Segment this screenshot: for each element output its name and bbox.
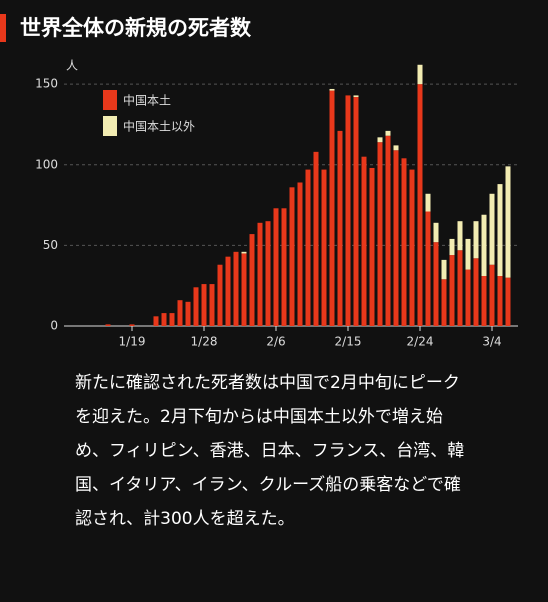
x-tick-label: 2/15 — [335, 335, 362, 349]
bar-segment — [417, 84, 423, 326]
bar-segment — [457, 250, 463, 326]
bar-segment — [241, 251, 247, 254]
bar-segment — [321, 169, 327, 326]
bar-segment — [329, 90, 335, 326]
bar-segment — [441, 279, 447, 326]
bar-segment — [257, 222, 263, 326]
bar-segment — [385, 130, 391, 136]
bar-segment — [313, 151, 319, 326]
bar-segment — [289, 187, 295, 326]
bar-segment — [393, 150, 399, 326]
bar-segment — [497, 184, 503, 277]
legend-label: 中国本土 — [123, 93, 171, 108]
bar-segment — [433, 222, 439, 243]
bar-segment — [153, 316, 159, 326]
bar-segment — [473, 221, 479, 259]
bar-segment — [377, 137, 383, 143]
bar-segment — [105, 324, 111, 326]
chart: 人 0 50 100 150 1/19 1/28 2/6 2/15 2/24 3/4 中国本土中国本… — [35, 59, 518, 349]
x-tick-label: 1/28 — [191, 335, 218, 349]
bar-segment — [273, 208, 279, 326]
bar-segment — [369, 167, 375, 326]
y-axis-label: 人 — [66, 59, 78, 73]
bar-segment — [409, 169, 415, 326]
bar-segment — [465, 269, 471, 326]
bar-segment — [209, 284, 215, 326]
bar-segment — [465, 238, 471, 270]
bar-segment — [489, 264, 495, 326]
bar-segment — [497, 276, 503, 326]
bar-segment — [129, 324, 135, 326]
y-tick-label: 100 — [35, 157, 58, 171]
bar-segment — [481, 214, 487, 277]
bar-segment — [233, 251, 239, 326]
bar-segment — [185, 301, 191, 326]
bar-segment — [225, 256, 231, 326]
bar-segment — [305, 169, 311, 326]
bar-segment — [401, 158, 407, 326]
bar-segment — [177, 300, 183, 326]
bar-segment — [433, 242, 439, 326]
bar-segment — [329, 88, 335, 91]
legend-swatch — [103, 116, 117, 136]
bar-segment — [385, 135, 391, 326]
bar-segment — [473, 258, 479, 326]
bar-segment — [241, 253, 247, 326]
bar-segment — [297, 182, 303, 326]
bar-segment — [353, 97, 359, 327]
bar-segment — [265, 221, 271, 326]
bar-segment — [425, 211, 431, 326]
bar-segment — [361, 156, 367, 326]
bar-segment — [201, 284, 207, 326]
bar-segment — [249, 234, 255, 326]
bar-segment — [353, 95, 359, 98]
bar-segment — [345, 95, 351, 326]
bar-segment — [281, 208, 287, 326]
bar-segment — [505, 277, 511, 326]
x-tick-label: 3/4 — [482, 335, 501, 349]
bar-segment — [337, 130, 343, 326]
x-tick-label: 2/24 — [407, 335, 434, 349]
x-tick-label: 2/6 — [266, 335, 285, 349]
bar-segment — [417, 64, 423, 85]
bar-segment — [457, 221, 463, 251]
bar-segment — [377, 142, 383, 326]
bar-segment — [193, 287, 199, 326]
bar-segment — [481, 276, 487, 326]
bar-segment — [425, 193, 431, 212]
bar-segment — [217, 264, 223, 326]
bar-segment — [393, 145, 399, 151]
bar-segment — [441, 259, 447, 280]
legend-swatch — [103, 90, 117, 110]
y-tick-label: 0 — [50, 319, 58, 333]
y-tick-label: 150 — [35, 77, 58, 91]
y-tick-label: 50 — [43, 238, 58, 252]
title-accent — [0, 14, 6, 42]
x-tick-label: 1/19 — [119, 335, 146, 349]
legend-label: 中国本土以外 — [123, 119, 195, 134]
chart-title: 世界全体の新規の死者数 — [20, 16, 251, 40]
bar-segment — [169, 313, 175, 326]
bar-segment — [489, 193, 495, 265]
description: 新たに確認された死者数は中国で2月中旬にピークを迎えた。2月下旬からは中国本土以… — [75, 373, 465, 529]
bar-segment — [161, 313, 167, 326]
bar-segment — [449, 255, 455, 326]
bar-segment — [505, 166, 511, 278]
bar-segment — [449, 238, 455, 256]
